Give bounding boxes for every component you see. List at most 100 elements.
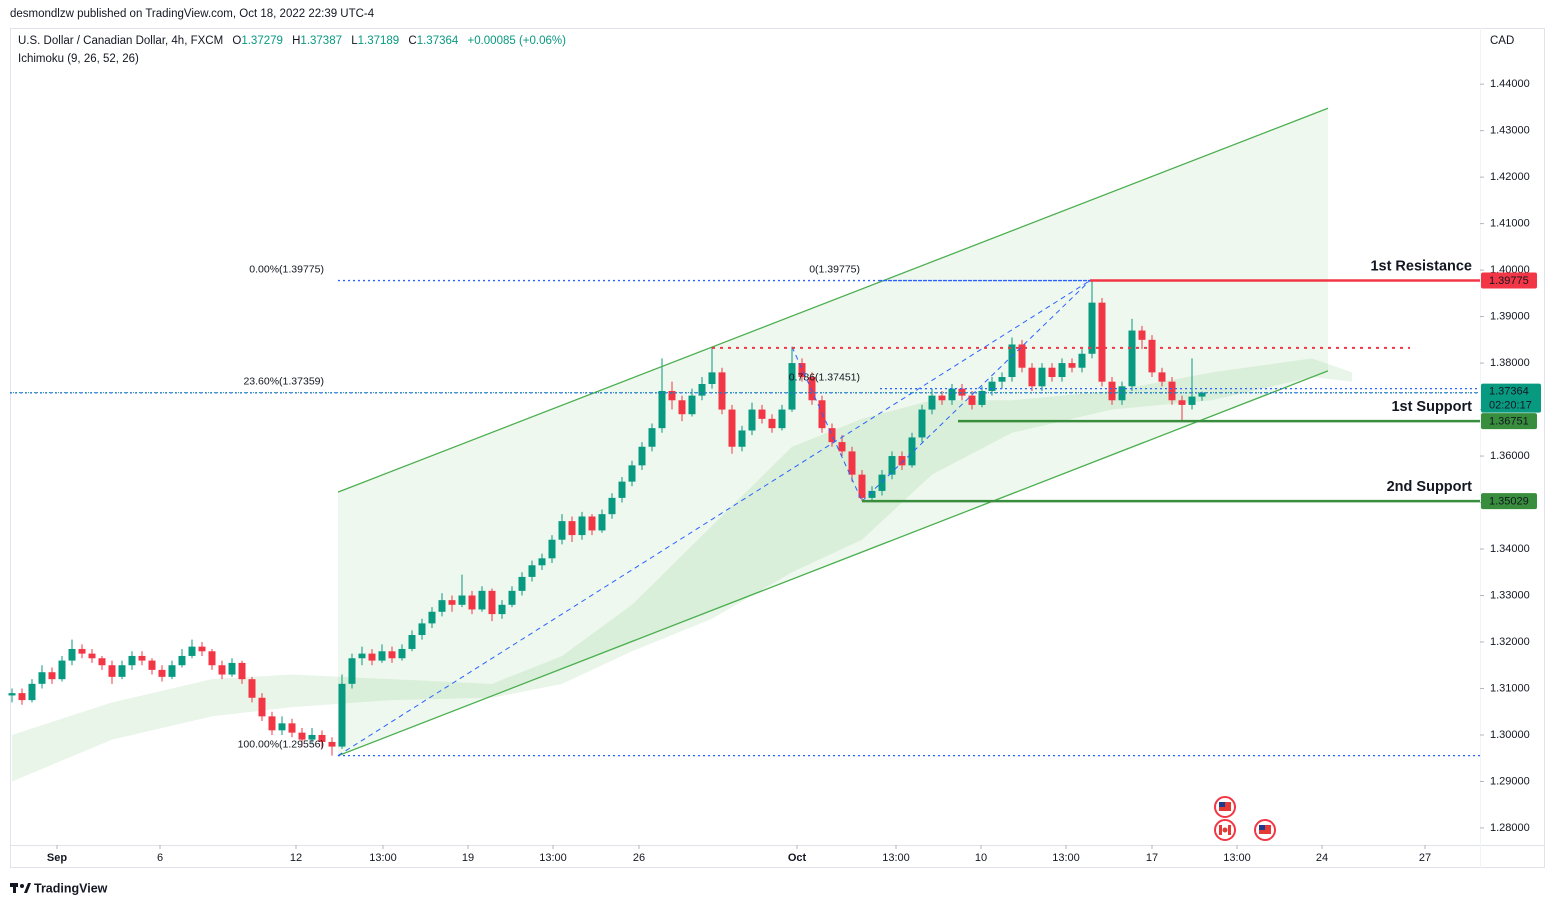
x-tick-label: 26 bbox=[633, 852, 645, 864]
y-tick-label: 1.39000 bbox=[1490, 310, 1530, 322]
candle-body bbox=[268, 716, 276, 731]
candle-body bbox=[428, 611, 436, 624]
candle-body bbox=[1188, 396, 1196, 405]
candle-body bbox=[828, 428, 836, 443]
change: +0.00085 (+0.06%) bbox=[467, 35, 566, 47]
candle-body bbox=[478, 590, 486, 610]
candle-body bbox=[348, 658, 356, 684]
candle-body bbox=[118, 665, 126, 677]
candle-body bbox=[628, 465, 636, 482]
level-name: 1st Resistance bbox=[1370, 258, 1472, 274]
candle-body bbox=[768, 418, 776, 429]
candle-body bbox=[888, 456, 896, 475]
channel-line bbox=[337, 107, 1329, 493]
candle-body bbox=[878, 474, 886, 491]
candle-body bbox=[1148, 339, 1156, 373]
y-tick-label: 1.32000 bbox=[1490, 636, 1530, 648]
candle-body bbox=[38, 672, 46, 684]
candle-body bbox=[528, 565, 536, 577]
candle-body bbox=[378, 651, 386, 661]
candle-body bbox=[138, 655, 146, 661]
candle-body bbox=[1058, 363, 1066, 378]
candle-body bbox=[48, 672, 56, 680]
y-tick-label: 1.34000 bbox=[1490, 543, 1530, 555]
candle-body bbox=[28, 683, 36, 701]
x-tick-label: 13:00 bbox=[369, 852, 397, 864]
candle-body bbox=[408, 635, 416, 649]
candle-body bbox=[898, 456, 906, 466]
level-tag-label: 1.39775 bbox=[1489, 275, 1529, 287]
flag-ca bbox=[1219, 825, 1222, 835]
candle-body bbox=[368, 653, 376, 661]
ichimoku-cloud bbox=[12, 358, 1352, 782]
ohlc-label: H bbox=[292, 35, 300, 47]
candle-body bbox=[1098, 302, 1106, 382]
candle-body bbox=[358, 653, 366, 659]
candle-body bbox=[578, 516, 586, 536]
y-tick-label: 1.33000 bbox=[1490, 589, 1530, 601]
candle-body bbox=[88, 653, 96, 659]
ohlc-label: C bbox=[408, 35, 416, 47]
last-price-label: 1.37364 bbox=[1489, 386, 1529, 398]
candle-body bbox=[868, 490, 876, 498]
y-tick-label: 1.42000 bbox=[1490, 171, 1530, 183]
y-tick-label: 1.41000 bbox=[1490, 218, 1530, 230]
candle-body bbox=[1068, 363, 1076, 368]
candle-body bbox=[288, 723, 296, 733]
candle-body bbox=[498, 604, 506, 615]
candle-body bbox=[688, 395, 696, 415]
y-tick-label: 1.29000 bbox=[1490, 775, 1530, 787]
y-tick-label: 1.30000 bbox=[1490, 729, 1530, 741]
candle-body bbox=[908, 437, 916, 466]
candle-body bbox=[808, 377, 816, 401]
flag-us-canton bbox=[1219, 802, 1225, 807]
candle-body bbox=[248, 679, 256, 698]
candle-body bbox=[678, 400, 686, 415]
candle-body bbox=[1028, 367, 1036, 387]
candle-body bbox=[8, 693, 16, 696]
candle-body bbox=[518, 576, 526, 591]
ohlc-value: 1.37189 bbox=[358, 35, 400, 47]
candle-body bbox=[838, 442, 846, 452]
candle-body bbox=[748, 409, 756, 431]
ohlc-label: L bbox=[351, 35, 358, 47]
symbol-title: U.S. Dollar / Canadian Dollar, 4h, FXCM bbox=[18, 35, 223, 47]
candle-body bbox=[328, 741, 336, 747]
candle-body bbox=[758, 409, 766, 419]
ohlc-value: 1.37387 bbox=[300, 35, 342, 47]
x-tick-label: 13:00 bbox=[539, 852, 567, 864]
candle-body bbox=[658, 390, 666, 429]
candle-body bbox=[738, 430, 746, 447]
candle-body bbox=[78, 648, 86, 654]
trend-line bbox=[337, 280, 1091, 757]
candle-body bbox=[988, 381, 996, 391]
candle-body bbox=[168, 665, 176, 677]
candle-body bbox=[848, 451, 856, 475]
x-tick-label: 19 bbox=[462, 852, 474, 864]
candle-body bbox=[698, 383, 706, 396]
channel-line bbox=[337, 370, 1329, 757]
x-tick-label: 24 bbox=[1316, 852, 1328, 864]
y-tick-label: 1.31000 bbox=[1490, 682, 1530, 694]
level-tag-label: 1.35029 bbox=[1489, 496, 1529, 508]
candle-body bbox=[938, 395, 946, 401]
candle-body bbox=[208, 651, 216, 666]
candle-body bbox=[58, 660, 66, 680]
candle-body bbox=[618, 481, 626, 498]
fib-label: 23.60%(1.37359) bbox=[243, 376, 324, 388]
last-price-tag bbox=[1481, 383, 1541, 413]
event-flags[interactable] bbox=[1214, 796, 1276, 841]
candle-body bbox=[338, 683, 346, 747]
candle-body bbox=[108, 665, 116, 677]
x-tick-label: 13:00 bbox=[1052, 852, 1080, 864]
candle-body bbox=[158, 669, 166, 677]
x-tick-label: 13:00 bbox=[1223, 852, 1251, 864]
x-tick-label: 6 bbox=[157, 852, 163, 864]
candle-body bbox=[188, 646, 196, 656]
candle-body bbox=[1138, 330, 1146, 340]
candle-body bbox=[1038, 367, 1046, 387]
candle-body bbox=[258, 697, 266, 717]
candle-body bbox=[68, 648, 76, 661]
candle-body bbox=[468, 595, 476, 610]
candle-body bbox=[918, 409, 926, 438]
